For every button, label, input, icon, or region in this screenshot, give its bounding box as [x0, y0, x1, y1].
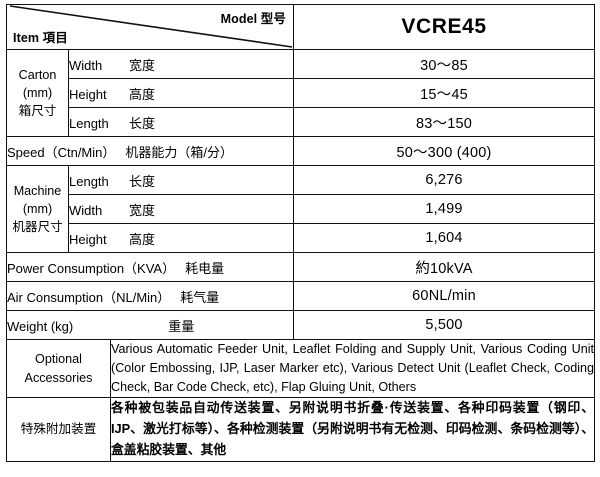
row-value-carton-width: 30～85 — [293, 49, 596, 79]
row-label-weight: Weight (kg) 重量 — [5, 310, 295, 340]
table-row: 特殊附加装置 各种被包装品自动传送装置、另附说明书折叠·传送装置、各种印码装置（… — [6, 397, 596, 462]
header-model-value: VCRE45 — [293, 4, 596, 50]
row-label-en: Length — [69, 115, 109, 131]
row-label-cn: 宽度 — [129, 57, 156, 73]
row-label-machine-width: Width 宽度 — [67, 194, 295, 224]
group-label-line-1: Carton — [18, 67, 57, 82]
table-row: Length 长度 83～150 — [7, 107, 596, 137]
row-label-air: Air Consumption（NL/Min） 耗气量 — [5, 281, 295, 311]
row-value-power: 約10kVA — [293, 252, 596, 282]
group-label-line-2: (mm) — [22, 201, 53, 216]
row-label-cn: 长度 — [129, 115, 156, 131]
table-row: Machine (mm) 机器尺寸 Length 长度 6,276 — [6, 165, 596, 253]
row-label-cn: 高度 — [129, 231, 156, 247]
row-value-carton-length: 83～150 — [293, 107, 596, 137]
group-label-line-3: 机器尺寸 — [12, 220, 63, 235]
table-row: Weight (kg) 重量 5,500 — [5, 310, 596, 340]
table-row: Height 高度 1,604 — [7, 223, 596, 253]
row-label-en: Height — [69, 86, 107, 102]
row-label-en: Air Consumption（NL/Min） — [7, 289, 171, 305]
row-label-en: Power Consumption（KVA） — [7, 260, 176, 276]
table-row: Height 高度 15～45 — [7, 78, 596, 108]
accessories-label-line-2: Accessories — [24, 370, 93, 385]
row-label-carton-width: Width 宽度 — [67, 49, 295, 79]
group-label-line-1: Machine — [13, 183, 62, 198]
header-model-label: Model 型号 — [220, 12, 287, 26]
row-label-speed: Speed（Ctn/Min） 机器能力（箱/分） — [5, 136, 295, 166]
header-item-label: Item 項目 — [13, 31, 68, 45]
table-row: Speed（Ctn/Min） 机器能力（箱/分） 50～300 (400) — [5, 136, 596, 166]
row-value-weight: 5,500 — [293, 310, 596, 340]
row-value-air: 60NL/min — [293, 281, 596, 311]
row-label-en: Height — [69, 231, 107, 247]
table-row: Power Consumption（KVA） 耗电量 約10kVA — [5, 252, 596, 282]
table-row: Air Consumption（NL/Min） 耗气量 60NL/min — [5, 281, 596, 311]
row-label-cn: 耗气量 — [180, 289, 220, 305]
row-label-en: Length — [69, 173, 109, 189]
row-label-power: Power Consumption（KVA） 耗电量 — [5, 252, 295, 282]
specification-table: Item 項目 Model 型号 VCRE45 Carton (mm) 箱尺寸 … — [5, 4, 596, 462]
accessories-label-line-1: Optional — [35, 351, 82, 366]
row-label-carton-length: Length 长度 — [67, 107, 295, 137]
row-label-cn: 耗电量 — [185, 260, 225, 276]
group-label-line-3: 箱尺寸 — [18, 104, 57, 119]
row-label-cn: 宽度 — [129, 202, 156, 218]
row-value-carton-height: 15～45 — [293, 78, 596, 108]
row-label-cn: 高度 — [129, 86, 156, 102]
row-label-cn: 长度 — [129, 173, 156, 189]
row-value-machine-width: 1,499 — [293, 194, 596, 224]
row-label-en: Speed（Ctn/Min） — [7, 144, 116, 160]
row-label-carton-height: Height 高度 — [67, 78, 295, 108]
row-value-machine-length: 6,276 — [293, 165, 596, 195]
row-label-en: Width — [69, 57, 103, 73]
table-row: Carton (mm) 箱尺寸 Width 宽度 30～85 — [6, 49, 596, 137]
accessories-text-en: Various Automatic Feeder Unit, Leaflet F… — [109, 338, 596, 399]
row-label-machine-height: Height 高度 — [67, 223, 295, 253]
row-label-cn: 机器能力（箱/分） — [125, 144, 234, 160]
group-label-carton: Carton (mm) 箱尺寸 — [6, 49, 69, 137]
table-row: Optional Accessories Various Automatic F… — [6, 338, 596, 399]
row-label-cn: 重量 — [168, 318, 195, 334]
accessories-label-cn: 特殊附加装置 — [20, 422, 97, 437]
row-value-machine-height: 1,604 — [293, 223, 596, 253]
group-label-line-2: (mm) — [22, 85, 53, 100]
row-label-machine-length: Length 长度 — [67, 165, 295, 195]
row-value-speed: 50～300 (400) — [293, 136, 596, 166]
group-label-optional-accessories-cn: 特殊附加装置 — [6, 397, 111, 462]
row-label-en: Width — [69, 202, 103, 218]
table-header-row: Item 項目 Model 型号 VCRE45 — [5, 4, 596, 50]
group-label-optional-accessories: Optional Accessories — [6, 338, 111, 399]
group-label-machine: Machine (mm) 机器尺寸 — [6, 165, 69, 253]
row-label-en: Weight (kg) — [7, 318, 74, 334]
header-item-model-cell: Item 項目 Model 型号 — [5, 4, 295, 50]
accessories-text-cn: 各种被包装品自动传送装置、另附说明书折叠·传送装置、各种印码装置（钢印、IJP、… — [109, 397, 596, 462]
table-row: Width 宽度 1,499 — [7, 194, 596, 224]
